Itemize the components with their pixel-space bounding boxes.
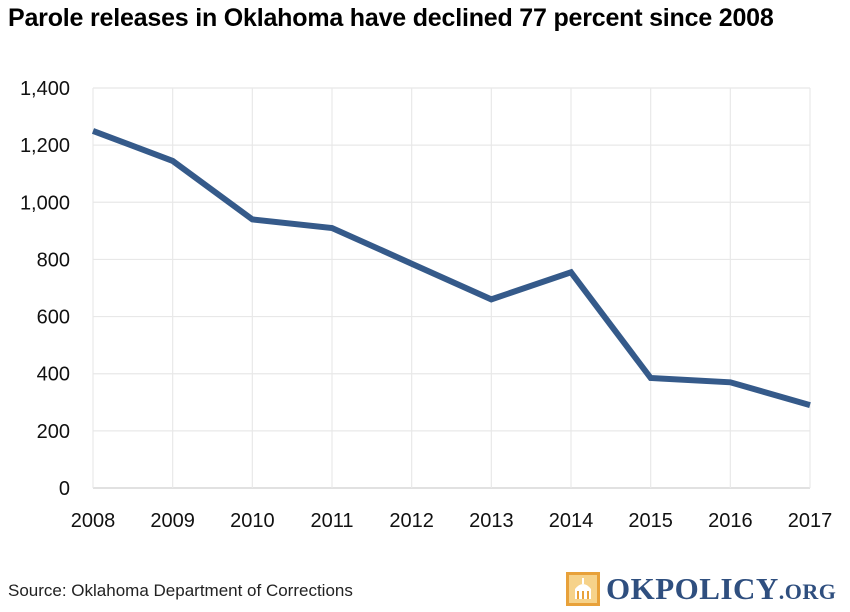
data-point — [648, 375, 654, 381]
x-tick-label: 2010 — [230, 510, 275, 532]
y-tick-label: 400 — [37, 364, 70, 386]
line-chart: 0 200 400 600 800 1,000 1,200 1,400 2008 2009 201… — [20, 78, 833, 532]
y-tick-label: 1,400 — [20, 78, 70, 100]
x-axis-ticks: 2008 2009 2010 2011 2012 2013 2014 2015 2016 2017 — [71, 510, 833, 532]
y-tick-label: 1,000 — [20, 192, 70, 214]
chart-title: Parole releases in Oklahoma have decline… — [8, 4, 774, 32]
y-tick-label: 800 — [37, 249, 70, 271]
gridlines — [92, 87, 811, 489]
series — [90, 128, 813, 408]
okpolicy-logo: OKPOLICY.ORG — [566, 571, 836, 607]
y-tick-label: 600 — [37, 307, 70, 329]
x-tick-label: 2008 — [71, 510, 116, 532]
x-tick-label: 2015 — [628, 510, 673, 532]
data-point — [727, 379, 733, 385]
x-tick-label: 2017 — [788, 510, 833, 532]
data-point — [170, 158, 176, 164]
capitol-dome-icon — [566, 572, 600, 606]
data-point — [568, 269, 574, 275]
y-tick-label: 200 — [37, 421, 70, 443]
data-point — [409, 261, 415, 267]
source-note: Source: Oklahoma Department of Correctio… — [8, 581, 353, 600]
x-tick-label: 2013 — [469, 510, 514, 532]
logo-main: OKPOLICY — [606, 571, 779, 606]
logo-wordmark: OKPOLICY.ORG — [606, 571, 836, 607]
x-tick-label: 2014 — [549, 510, 594, 532]
logo-suffix: .ORG — [778, 579, 837, 604]
x-tick-label: 2011 — [310, 510, 353, 532]
data-point — [488, 296, 494, 302]
series-line — [91, 128, 811, 408]
x-tick-label: 2016 — [708, 510, 753, 532]
data-point — [329, 225, 335, 231]
x-tick-label: 2009 — [150, 510, 195, 532]
data-point — [90, 128, 96, 134]
x-tick-label: 2012 — [389, 510, 434, 532]
y-axis-ticks: 0 200 400 600 800 1,000 1,200 1,400 — [20, 78, 70, 500]
y-tick-label: 0 — [59, 478, 70, 500]
data-point — [249, 216, 255, 222]
y-tick-label: 1,200 — [20, 135, 70, 157]
data-point — [807, 402, 813, 408]
